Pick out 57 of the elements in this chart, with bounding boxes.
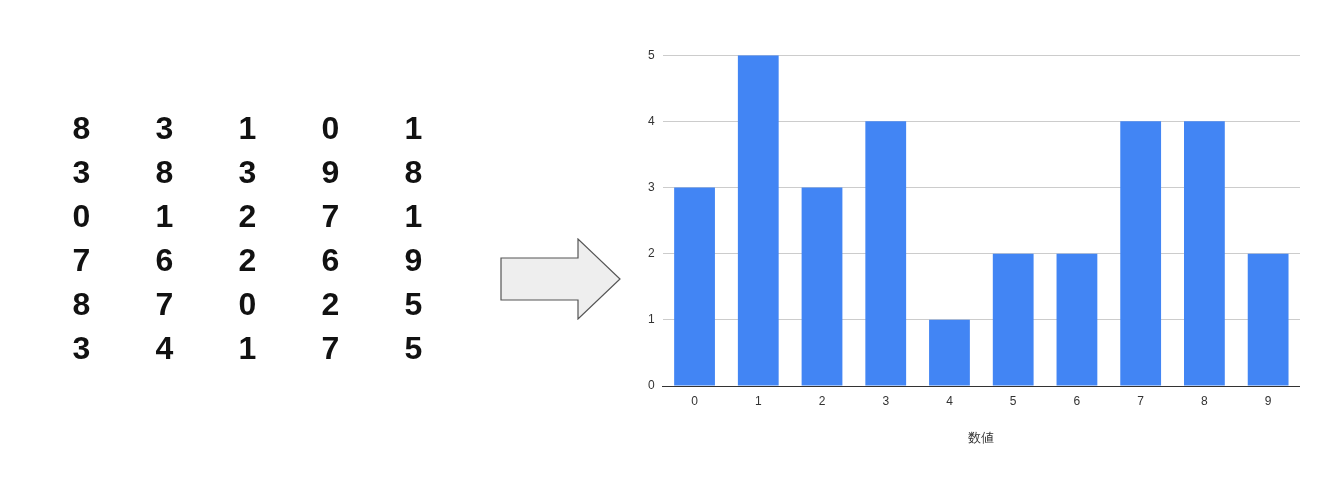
text: 8 [71,285,92,324]
y-tick-label: 1 [647,312,655,327]
text: 0 [71,197,92,236]
text: 1 [237,329,258,368]
bar [1247,253,1289,386]
x-tick-label: 3 [882,393,890,408]
text: 6 [154,241,175,280]
bar [801,187,843,386]
bar [737,55,779,386]
bar [1056,253,1098,386]
x-tick-label: 2 [818,393,826,408]
x-tick-label: 4 [946,393,954,408]
x-axis-title: 数値 [968,429,995,445]
text: 0 [237,285,258,324]
y-tick-label: 0 [647,378,655,393]
text: 6 [320,241,341,280]
text: 7 [71,241,92,280]
text: 2 [237,241,258,280]
y-tick-label: 3 [647,179,655,194]
x-tick-label: 1 [754,393,762,408]
text: 8 [403,153,424,192]
text: 3 [71,153,92,192]
bar [674,187,715,386]
text: 1 [154,197,175,236]
x-tick-label: 9 [1264,393,1272,408]
y-tick-label: 5 [647,47,655,62]
x-tick-label: 6 [1073,393,1081,408]
text: 0 [320,109,341,148]
bar [992,253,1034,386]
x-tick-label: 0 [691,393,699,408]
x-tick-label: 5 [1009,393,1017,408]
text: 2 [237,197,258,236]
text: 4 [154,329,175,368]
text: 8 [154,153,175,192]
text: 9 [320,153,341,192]
text: 3 [237,153,258,192]
bar [865,121,907,386]
text: 8 [71,109,92,148]
x-tick-label: 8 [1201,393,1209,408]
x-tick-label: 7 [1137,393,1145,408]
bar [1184,121,1225,386]
text: 7 [320,197,341,236]
bar [1120,121,1162,386]
text: 1 [237,109,258,148]
text: 1 [403,109,424,148]
text: 9 [403,241,424,280]
bar [929,319,970,386]
y-tick-label: 2 [647,245,655,260]
text: 5 [403,329,424,368]
text: 3 [71,329,92,368]
text: 7 [320,329,341,368]
text: 3 [154,109,175,148]
y-tick-label: 4 [647,113,655,128]
text: 7 [154,285,175,324]
text: 5 [403,285,424,324]
text: 2 [320,285,341,324]
text: 1 [403,197,424,236]
